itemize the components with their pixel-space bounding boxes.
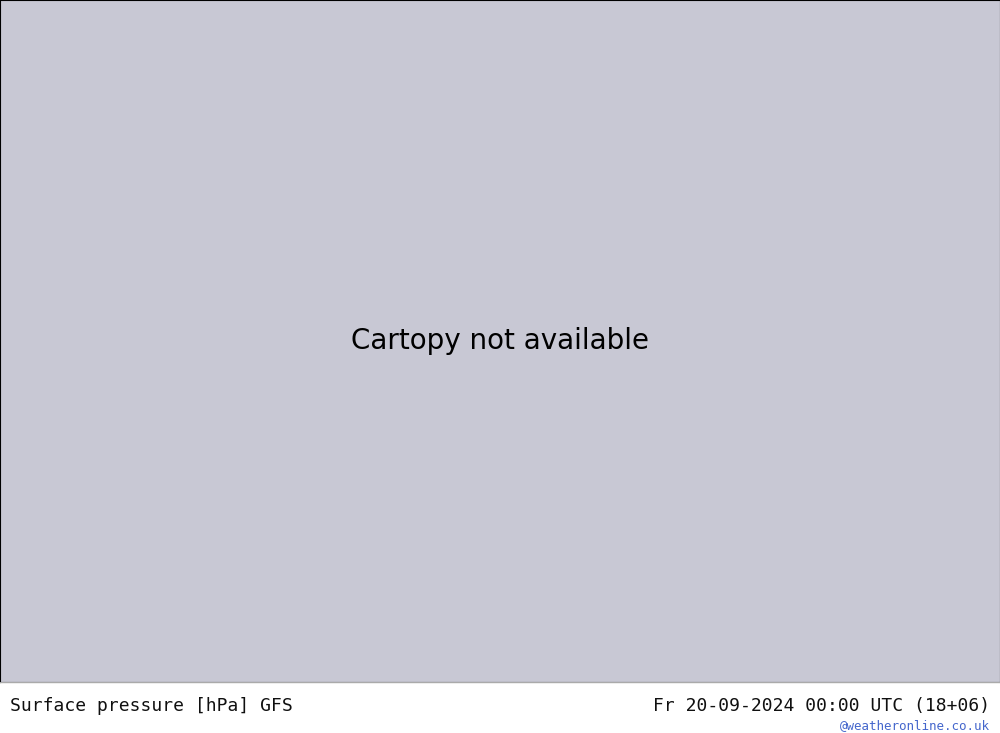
Text: Fr 20-09-2024 00:00 UTC (18+06): Fr 20-09-2024 00:00 UTC (18+06) — [653, 697, 990, 715]
Text: Cartopy not available: Cartopy not available — [351, 327, 649, 355]
Text: Surface pressure [hPa] GFS: Surface pressure [hPa] GFS — [10, 697, 293, 715]
Text: @weatheronline.co.uk: @weatheronline.co.uk — [840, 719, 990, 732]
